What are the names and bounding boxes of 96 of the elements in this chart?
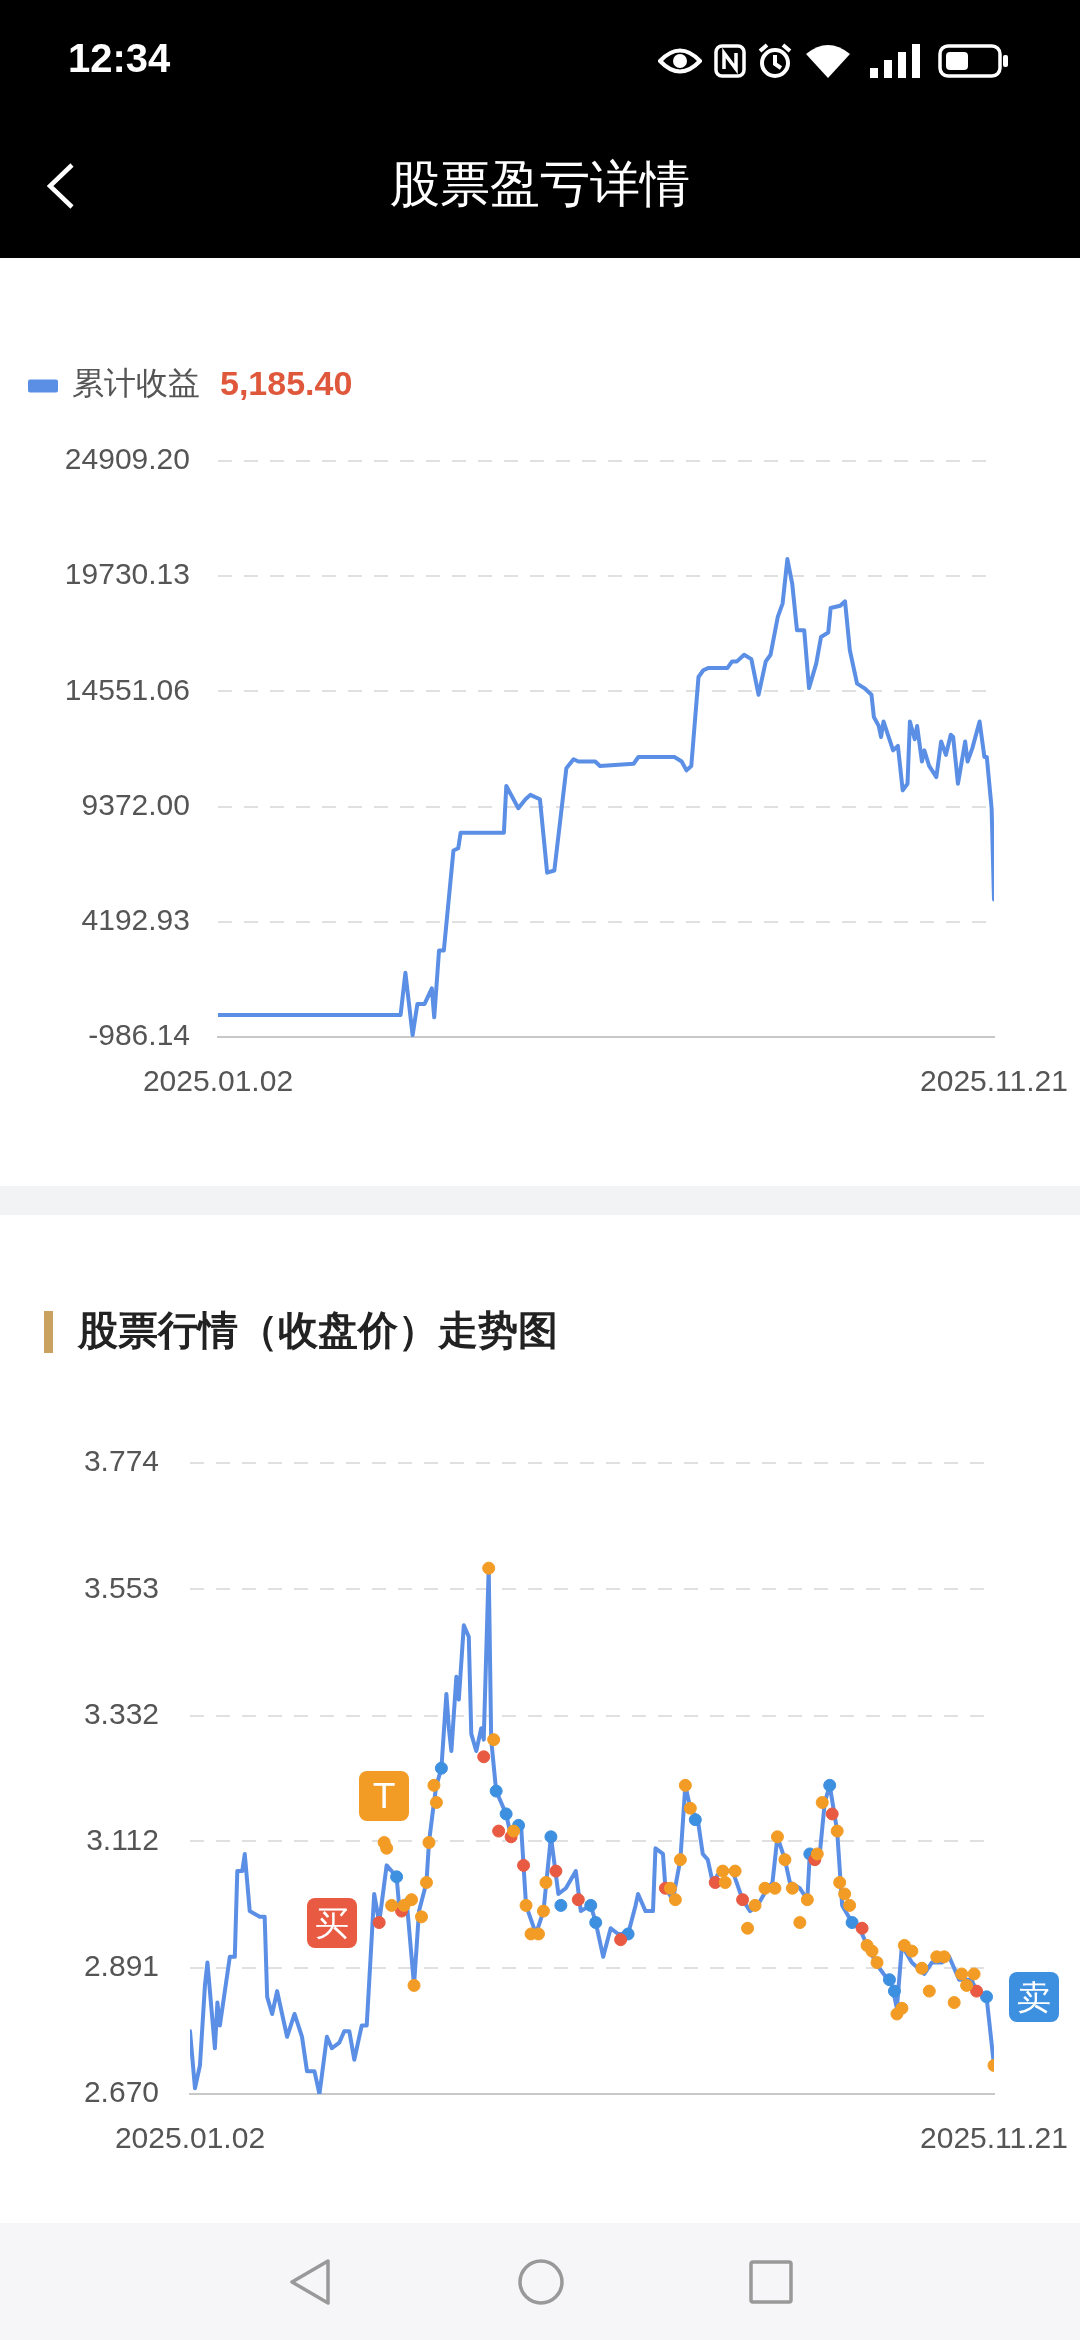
point xyxy=(407,1978,421,1992)
x-tick-label: 2025.11.21 xyxy=(920,1064,1068,1098)
point xyxy=(536,1904,550,1918)
point xyxy=(429,1796,443,1810)
point xyxy=(947,1996,961,2010)
point xyxy=(843,1898,857,1912)
point xyxy=(507,1824,521,1838)
point xyxy=(519,1898,533,1912)
point xyxy=(970,1984,984,1998)
text: 12:34 xyxy=(68,36,171,80)
x-tick-label: 2025.01.02 xyxy=(114,2121,266,2155)
point xyxy=(838,1887,852,1901)
point xyxy=(830,1824,844,1838)
point xyxy=(589,1916,603,1930)
point xyxy=(477,1750,491,1764)
point xyxy=(736,1893,750,1907)
point xyxy=(419,1876,433,1890)
point xyxy=(499,1807,513,1821)
point xyxy=(770,1830,784,1844)
point xyxy=(414,1910,428,1924)
point xyxy=(544,1830,558,1844)
y-tick-label: 9372.00 xyxy=(81,787,190,821)
tag-callout: 卖 xyxy=(1008,1971,1059,2022)
point xyxy=(487,1733,501,1747)
point xyxy=(748,1898,762,1912)
point xyxy=(882,1973,896,1987)
y-tick-label: -986.14 xyxy=(88,1018,190,1052)
point xyxy=(728,1864,742,1878)
y-tick-label: 3.553 xyxy=(83,1570,159,1604)
point xyxy=(793,1916,807,1930)
point xyxy=(678,1778,692,1792)
point xyxy=(905,1944,919,1958)
point xyxy=(810,1847,824,1861)
point xyxy=(768,1881,782,1895)
point xyxy=(554,1898,568,1912)
point xyxy=(922,1984,936,1998)
point xyxy=(405,1893,419,1907)
point xyxy=(815,1796,829,1810)
point xyxy=(855,1921,869,1935)
point xyxy=(980,1990,994,2004)
point xyxy=(967,1967,981,1981)
y-tick-label: 14551.06 xyxy=(64,672,190,706)
chart-title: 股票盈亏详情 xyxy=(0,110,1080,258)
point xyxy=(778,1853,792,1867)
point xyxy=(955,1967,969,1981)
y-tick-label: 2.670 xyxy=(83,2075,159,2109)
point xyxy=(683,1801,697,1815)
point xyxy=(833,1876,847,1890)
y-tick-label: 3.332 xyxy=(83,1696,159,1730)
point xyxy=(688,1813,702,1827)
point xyxy=(380,1841,394,1855)
point xyxy=(434,1761,448,1775)
y-tick-label: 3.112 xyxy=(86,1822,159,1856)
x-tick-label: 2025.01.02 xyxy=(142,1064,294,1098)
point xyxy=(785,1881,799,1895)
point xyxy=(823,1778,837,1792)
point xyxy=(865,1944,879,1958)
point xyxy=(614,1933,628,1947)
y-tick-label: 2.891 xyxy=(83,1948,159,1982)
point xyxy=(492,1824,506,1838)
y-tick-label: 3.774 xyxy=(83,1444,159,1478)
point xyxy=(390,1870,404,1884)
point xyxy=(372,1916,386,1930)
point xyxy=(571,1893,585,1907)
text: 5,185.40 xyxy=(220,364,353,403)
point xyxy=(887,1984,901,1998)
point xyxy=(915,1961,929,1975)
point xyxy=(895,2001,909,2015)
point xyxy=(716,1864,730,1878)
point xyxy=(960,1978,974,1992)
point xyxy=(845,1916,859,1930)
point xyxy=(663,1881,677,1895)
point xyxy=(517,1858,531,1872)
point xyxy=(584,1898,598,1912)
y-tick-label: 19730.13 xyxy=(64,557,190,591)
point xyxy=(668,1893,682,1907)
point xyxy=(539,1876,553,1890)
point xyxy=(800,1893,814,1907)
chart-title: 股票行情（收盘价）走势图 xyxy=(78,1306,558,1355)
point xyxy=(385,1898,399,1912)
point xyxy=(741,1921,755,1935)
tag-callout: T xyxy=(359,1770,410,1821)
point xyxy=(870,1956,884,1970)
y-tick-label: 4192.93 xyxy=(81,903,190,937)
x-tick-label: 2025.11.21 xyxy=(920,2121,1068,2155)
tag-callout: 买 xyxy=(307,1897,358,1948)
point xyxy=(422,1836,436,1850)
point xyxy=(718,1876,732,1890)
point xyxy=(489,1784,503,1798)
y-tick-label: 24909.20 xyxy=(64,442,190,476)
point xyxy=(427,1778,441,1792)
point xyxy=(549,1864,563,1878)
legend-label: 累计收益 xyxy=(72,364,200,403)
point xyxy=(825,1807,839,1821)
point xyxy=(482,1561,496,1575)
point xyxy=(673,1853,687,1867)
